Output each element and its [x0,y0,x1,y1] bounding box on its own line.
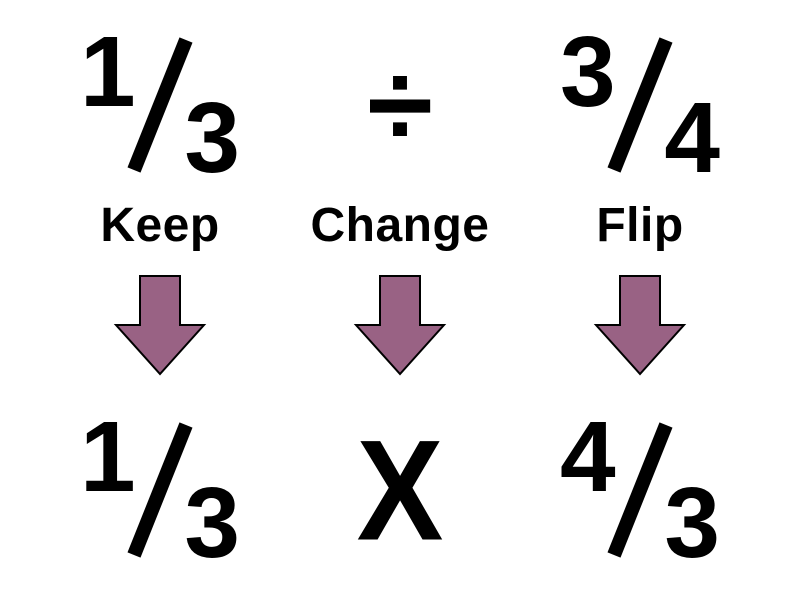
arrow-keep-cell [40,260,280,390]
label-keep: Keep [100,198,219,253]
denominator: 4 [664,88,720,188]
fraction-3-4-top: 3 4 [550,30,730,180]
top-fraction-2-cell: 3 4 [520,20,760,190]
label-keep-cell: Keep [40,190,280,260]
kcf-grid: 1 3 ÷ 3 4 Keep Change Flip [0,0,800,600]
denominator: 3 [664,473,720,573]
label-flip: Flip [596,198,683,253]
fraction-4-3-bottom: 4 3 [550,415,730,565]
top-operator-cell: ÷ [280,20,520,190]
down-arrow-icon [590,270,690,380]
bottom-fraction-1-cell: 1 3 [40,390,280,590]
denominator: 3 [184,473,240,573]
label-change: Change [310,198,489,253]
denominator: 3 [184,88,240,188]
bottom-fraction-2-cell: 4 3 [520,390,760,590]
arrow-change-cell [280,260,520,390]
divide-operator: ÷ [367,45,433,165]
top-fraction-1-cell: 1 3 [40,20,280,190]
bottom-operator-cell: X [280,390,520,590]
down-arrow-icon [350,270,450,380]
label-change-cell: Change [280,190,520,260]
multiply-operator: X [357,408,444,573]
fraction-1-3-bottom: 1 3 [70,415,250,565]
label-flip-cell: Flip [520,190,760,260]
fraction-1-3-top: 1 3 [70,30,250,180]
down-arrow-icon [110,270,210,380]
arrow-flip-cell [520,260,760,390]
